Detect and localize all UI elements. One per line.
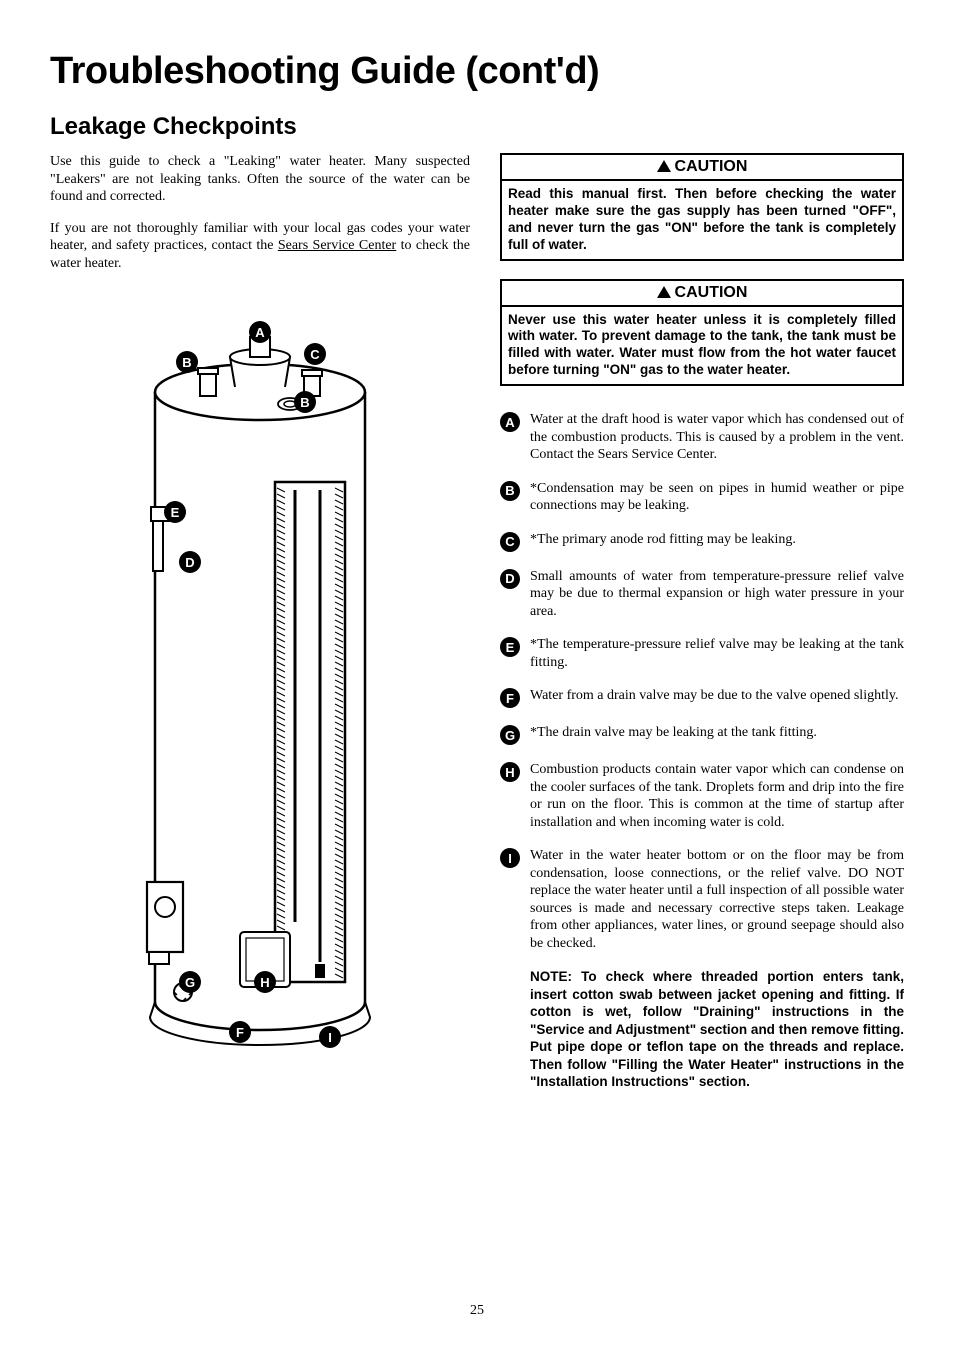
svg-text:C: C: [310, 347, 320, 362]
checkpoint-list: A Water at the draft hood is water vapor …: [500, 411, 904, 952]
intro-paragraph-1: Use this guide to check a "Leaking" wate…: [50, 153, 470, 206]
checkpoint-item: F Water from a drain valve may be due to …: [500, 687, 904, 708]
caution-label-1: CAUTION: [675, 158, 748, 175]
caution-body-2: Never use this water heater unless it is…: [502, 307, 902, 385]
checkpoint-item: H Combustion products contain water vapor…: [500, 761, 904, 831]
checkpoint-item: E *The temperature-pressure relief valve …: [500, 636, 904, 671]
svg-text:B: B: [300, 395, 309, 410]
checkpoint-text: *The temperature-pressure relief valve m…: [530, 636, 904, 671]
checkpoint-badge: G: [500, 725, 520, 745]
checkpoint-item: B *Condensation may be seen on pipes in h…: [500, 480, 904, 515]
svg-text:H: H: [260, 975, 269, 990]
checkpoint-badge: C: [500, 532, 520, 552]
svg-text:D: D: [185, 555, 194, 570]
checkpoint-text: Water from a drain valve may be due to t…: [530, 687, 904, 705]
checkpoint-text: Combustion products contain water vapor …: [530, 761, 904, 831]
checkpoint-item: G *The drain valve may be leaking at the …: [500, 724, 904, 745]
caution-box-1: CAUTION Read this manual first. Then bef…: [500, 153, 904, 261]
page-number: 25: [0, 1303, 954, 1319]
checkpoint-badge: A: [500, 412, 520, 432]
checkpoint-badge: I: [500, 848, 520, 868]
warning-triangle-icon: [657, 286, 671, 298]
svg-text:I: I: [328, 1030, 332, 1045]
checkpoint-text: Water in the water heater bottom or on t…: [530, 847, 904, 952]
diagram-container: A B B C D E F G H I: [50, 302, 470, 1062]
checkpoint-badge: F: [500, 688, 520, 708]
svg-text:A: A: [255, 325, 265, 340]
checkpoint-text: *The primary anode rod fitting may be le…: [530, 531, 904, 549]
checkpoint-badge: E: [500, 637, 520, 657]
two-column-layout: Use this guide to check a "Leaking" wate…: [50, 153, 904, 1091]
caution-body-1: Read this manual first. Then before chec…: [502, 181, 902, 259]
checkpoint-text: *Condensation may be seen on pipes in hu…: [530, 480, 904, 515]
checkpoint-badge: H: [500, 762, 520, 782]
page-title: Troubleshooting Guide (cont'd): [50, 50, 904, 93]
checkpoint-item: C *The primary anode rod fitting may be l…: [500, 531, 904, 552]
right-column: CAUTION Read this manual first. Then bef…: [500, 153, 904, 1091]
checkpoint-badge: D: [500, 569, 520, 589]
caution-header-1: CAUTION: [502, 155, 902, 181]
section-title: Leakage Checkpoints: [50, 113, 904, 141]
caution-box-2: CAUTION Never use this water heater unle…: [500, 279, 904, 387]
caution-header-2: CAUTION: [502, 281, 902, 307]
intro-paragraph-2: If you are not thoroughly familiar with …: [50, 220, 470, 273]
left-column: Use this guide to check a "Leaking" wate…: [50, 153, 470, 1091]
checkpoint-text: Water at the draft hood is water vapor w…: [530, 411, 904, 464]
checkpoint-item: I Water in the water heater bottom or on …: [500, 847, 904, 952]
checkpoint-item: A Water at the draft hood is water vapor …: [500, 411, 904, 464]
svg-text:F: F: [236, 1025, 244, 1040]
checkpoint-text: *The drain valve may be leaking at the t…: [530, 724, 904, 742]
sears-service-link: Sears Service Center: [278, 238, 396, 253]
note-block: NOTE: To check where threaded portion en…: [530, 968, 904, 1091]
svg-text:B: B: [182, 355, 191, 370]
caution-label-2: CAUTION: [675, 284, 748, 301]
warning-triangle-icon: [657, 160, 671, 172]
svg-text:E: E: [171, 505, 180, 520]
checkpoint-badge: B: [500, 481, 520, 501]
checkpoint-item: D Small amounts of water from temperature…: [500, 568, 904, 621]
svg-text:G: G: [185, 975, 195, 990]
checkpoint-text: Small amounts of water from temperature-…: [530, 568, 904, 621]
water-heater-diagram: A B B C D E F G H I: [115, 302, 405, 1062]
